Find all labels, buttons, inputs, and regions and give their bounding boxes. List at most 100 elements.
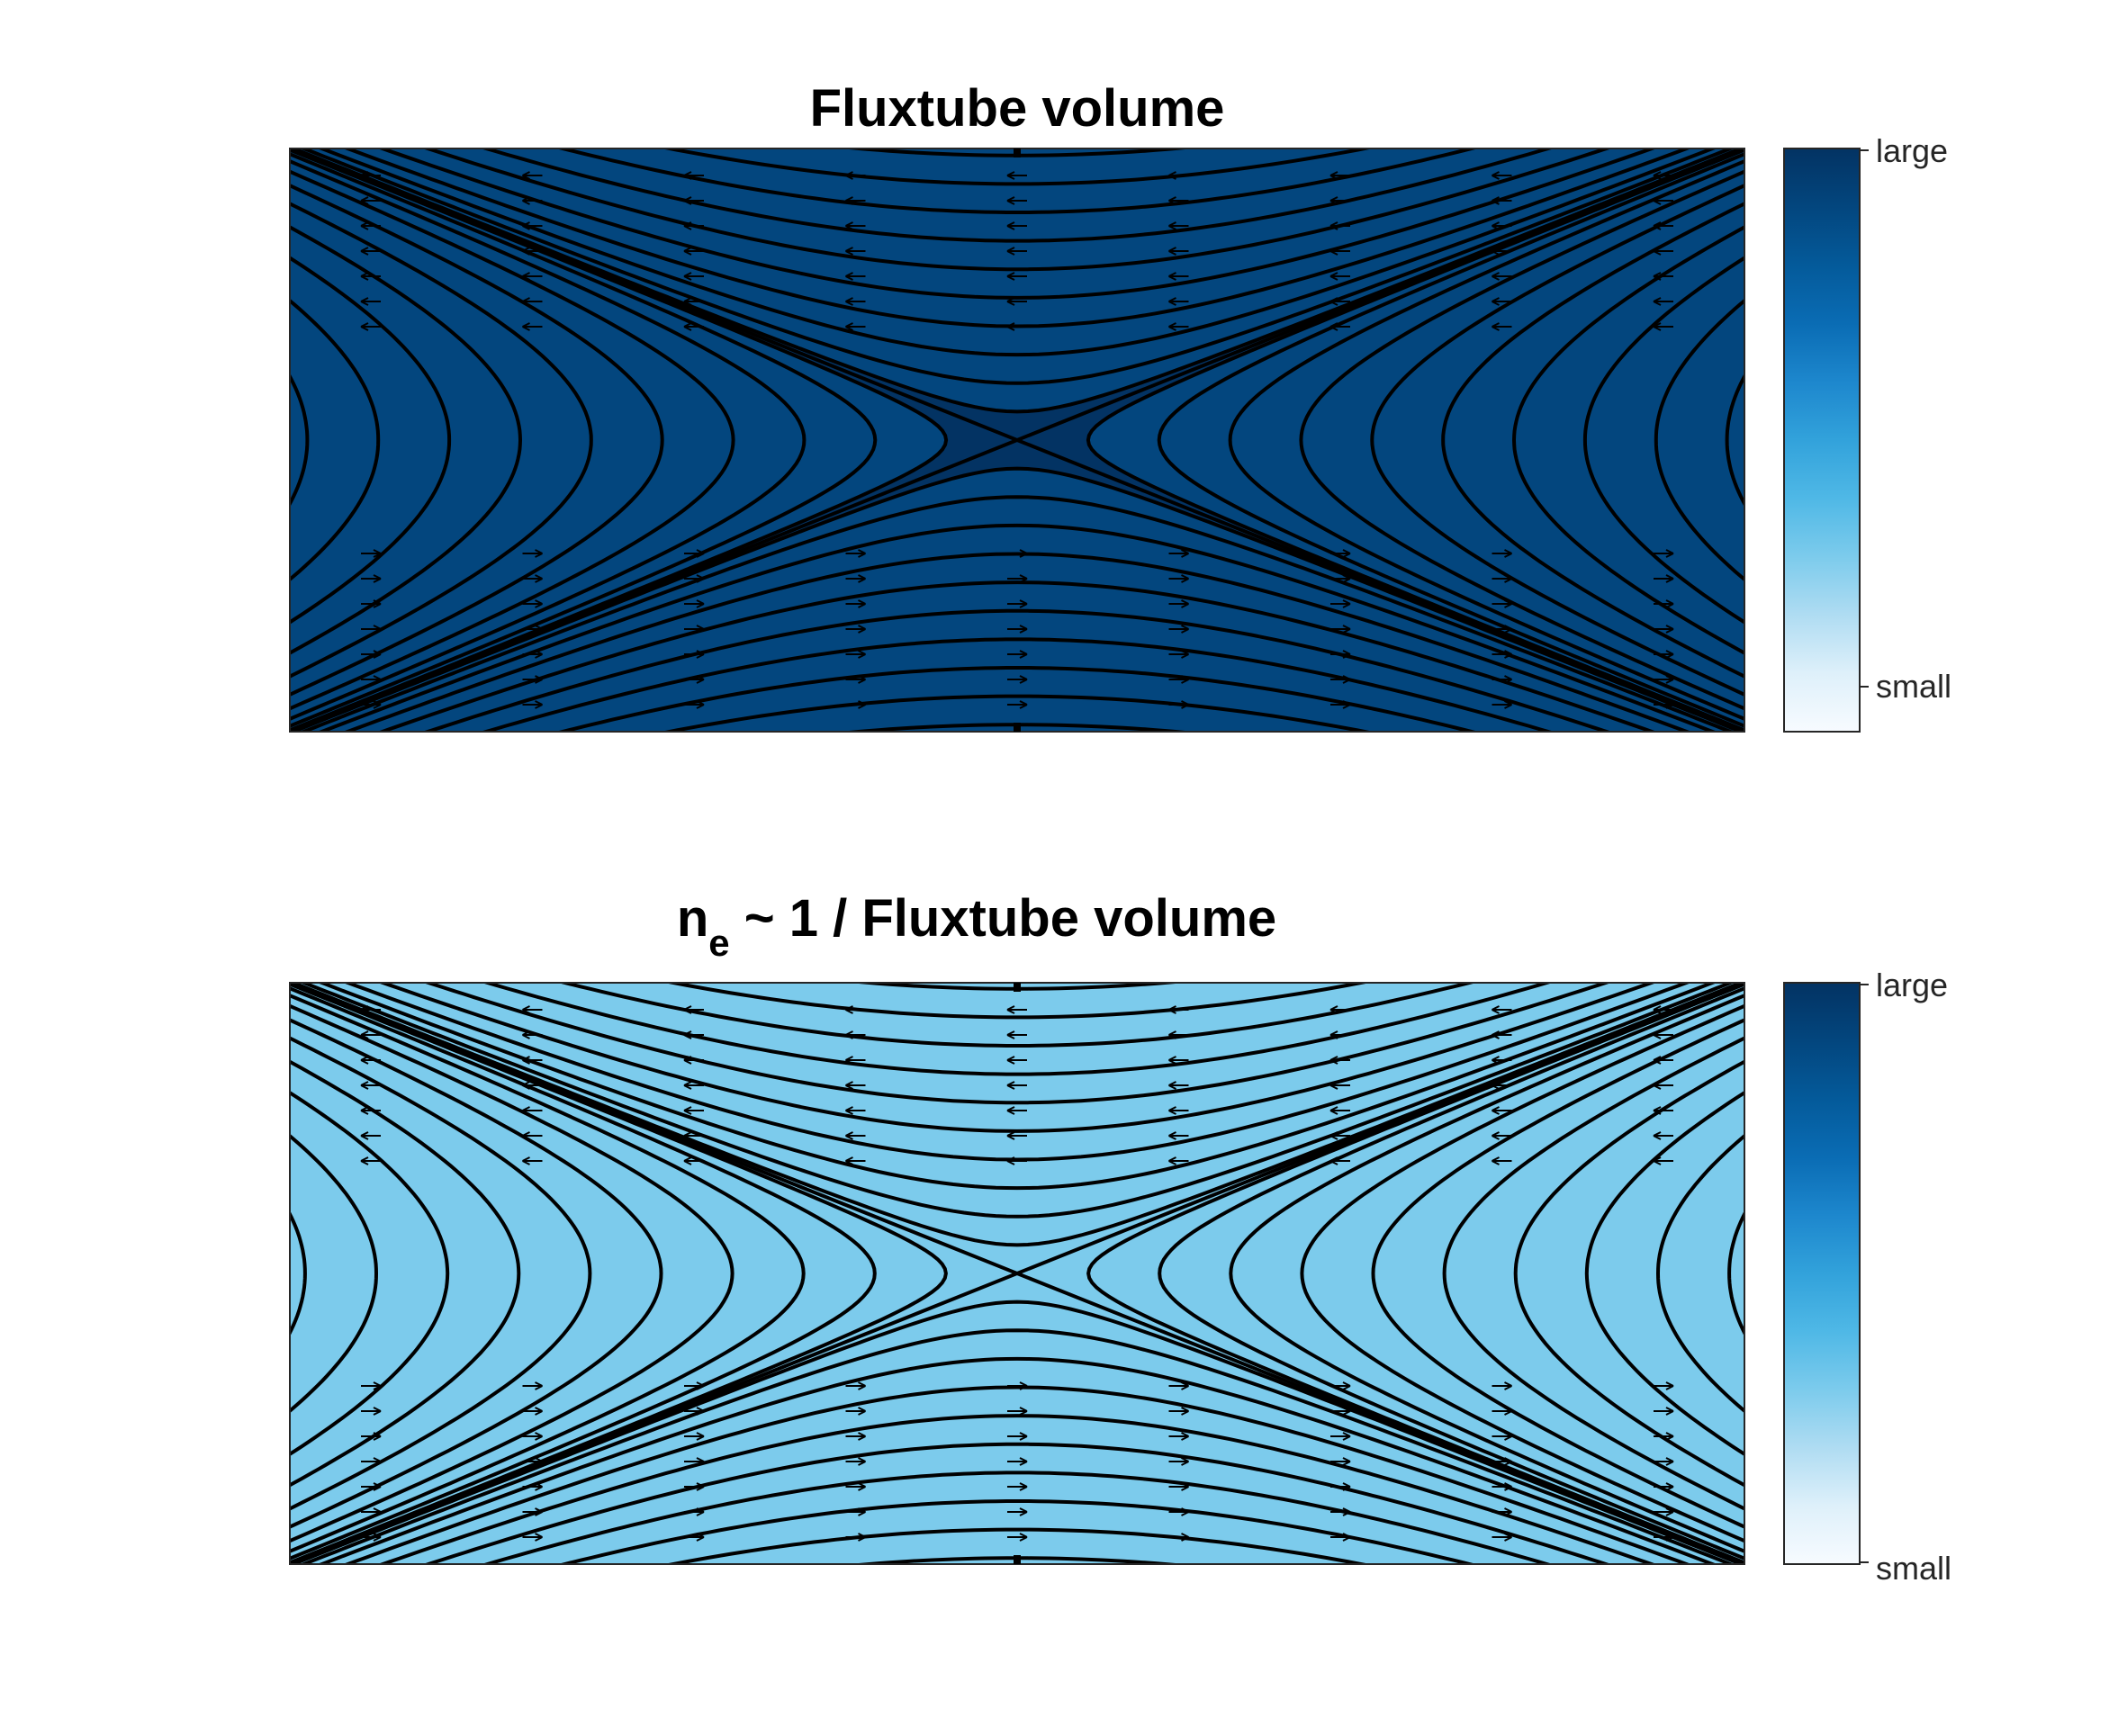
flow-arrow bbox=[845, 700, 866, 709]
flow-arrow bbox=[1168, 1106, 1189, 1115]
contour-band bbox=[0, 112, 272, 768]
contour-band bbox=[0, 112, 272, 768]
flow-arrow bbox=[845, 297, 866, 306]
contour-line bbox=[290, 466, 1744, 732]
contour-line bbox=[1511, 225, 1744, 655]
flow-arrow bbox=[845, 675, 866, 684]
flow-arrow bbox=[1007, 1533, 1028, 1542]
contour-band bbox=[0, 112, 272, 768]
contour-line bbox=[290, 373, 310, 508]
flow-arrow bbox=[684, 1507, 705, 1516]
contour-band bbox=[0, 112, 272, 768]
flow-arrow bbox=[1006, 196, 1027, 205]
contour-line bbox=[290, 1018, 663, 1529]
flow-arrow bbox=[845, 247, 866, 256]
contour-line bbox=[1654, 298, 1744, 582]
flow-arrow bbox=[1329, 1081, 1350, 1090]
flow-arrow bbox=[1007, 1482, 1028, 1491]
flow-arrow bbox=[1168, 1407, 1189, 1416]
flow-arrow bbox=[522, 221, 543, 230]
flow-arrow bbox=[1492, 1381, 1512, 1390]
flow-arrow bbox=[522, 1106, 543, 1115]
flow-arrow bbox=[361, 675, 382, 684]
flow-arrow bbox=[1330, 599, 1351, 608]
flow-arrow bbox=[361, 1381, 382, 1390]
flow-arrow bbox=[522, 247, 543, 256]
flow-arrow bbox=[1330, 625, 1351, 634]
contour-line bbox=[2011, 112, 2127, 768]
panel-2-title-subscript: e bbox=[708, 922, 729, 964]
flow-arrow bbox=[845, 171, 866, 180]
flow-arrow bbox=[1492, 1005, 1512, 1014]
flow-arrow bbox=[1492, 700, 1512, 709]
flow-arrow bbox=[1329, 272, 1350, 281]
flow-arrow bbox=[1492, 650, 1512, 659]
contour-line bbox=[299, 148, 1735, 385]
flow-arrow bbox=[845, 1507, 866, 1516]
contour-band bbox=[0, 947, 272, 1600]
flow-arrow bbox=[1492, 1507, 1512, 1516]
contour-band bbox=[0, 112, 272, 768]
flow-arrow bbox=[522, 1432, 543, 1441]
flow-arrow bbox=[1168, 1482, 1189, 1491]
flow-arrow bbox=[360, 322, 381, 331]
contour-line bbox=[422, 983, 1612, 1105]
flow-arrow bbox=[522, 625, 543, 634]
flow-arrow bbox=[1492, 196, 1512, 205]
flow-arrow bbox=[1007, 1432, 1028, 1441]
flow-arrow bbox=[1006, 221, 1027, 230]
flow-arrow bbox=[845, 625, 866, 634]
flow-arrow bbox=[845, 1005, 866, 1014]
contour-line bbox=[290, 159, 807, 721]
contour-line bbox=[290, 986, 877, 1561]
flow-arrow bbox=[1007, 1407, 1028, 1416]
flow-arrow bbox=[1492, 297, 1512, 306]
flow-arrow bbox=[1654, 700, 1674, 709]
flow-arrow bbox=[1006, 1131, 1027, 1140]
flow-arrow bbox=[1330, 1381, 1351, 1390]
flow-arrow bbox=[522, 1056, 543, 1065]
flow-arrow bbox=[360, 1131, 381, 1140]
flow-arrow bbox=[1168, 221, 1189, 230]
contour-line bbox=[272, 798, 1762, 904]
panel-2-colorbar-bottom-label: small bbox=[1876, 1550, 1951, 1587]
flow-arrow bbox=[360, 221, 381, 230]
contour-line bbox=[1370, 183, 1744, 697]
contour-line bbox=[1299, 169, 1744, 711]
contour-line bbox=[0, 112, 23, 768]
flow-arrow bbox=[1006, 1030, 1027, 1039]
flow-arrow bbox=[522, 297, 543, 306]
flow-arrow bbox=[683, 322, 704, 331]
flow-arrow bbox=[522, 322, 543, 331]
contour-band bbox=[272, 750, 1762, 985]
flow-arrow bbox=[1654, 1507, 1674, 1516]
contour-band bbox=[290, 149, 947, 731]
contour-line bbox=[377, 983, 1657, 1133]
flow-arrow bbox=[845, 196, 866, 205]
contour-line bbox=[290, 152, 878, 728]
contour-band bbox=[272, 750, 1762, 894]
contour-line bbox=[290, 298, 381, 582]
flow-arrow bbox=[522, 650, 543, 659]
flow-arrow bbox=[1654, 675, 1674, 684]
contour-line bbox=[1940, 112, 2127, 768]
flow-arrow bbox=[1168, 650, 1189, 659]
flow-arrow bbox=[522, 1533, 543, 1542]
flow-arrow bbox=[360, 1005, 381, 1014]
contour-line bbox=[272, 753, 1762, 873]
flow-arrow bbox=[1654, 599, 1674, 608]
contour-band bbox=[272, 1582, 1762, 1736]
flow-arrow bbox=[1006, 1056, 1027, 1065]
panel-1-colorbar-top-label: large bbox=[1876, 132, 1948, 169]
flow-arrow bbox=[683, 272, 704, 281]
flow-arrow bbox=[845, 1056, 866, 1065]
flow-arrow bbox=[1330, 1432, 1351, 1441]
flow-arrow bbox=[1007, 599, 1028, 608]
contour-band bbox=[0, 947, 272, 1600]
flow-arrow bbox=[1168, 1381, 1189, 1390]
contour-line bbox=[272, 0, 1762, 70]
flow-arrow bbox=[360, 247, 381, 256]
contour-line bbox=[1655, 1133, 1744, 1414]
flow-arrow bbox=[845, 599, 866, 608]
flow-arrow bbox=[360, 1081, 381, 1090]
